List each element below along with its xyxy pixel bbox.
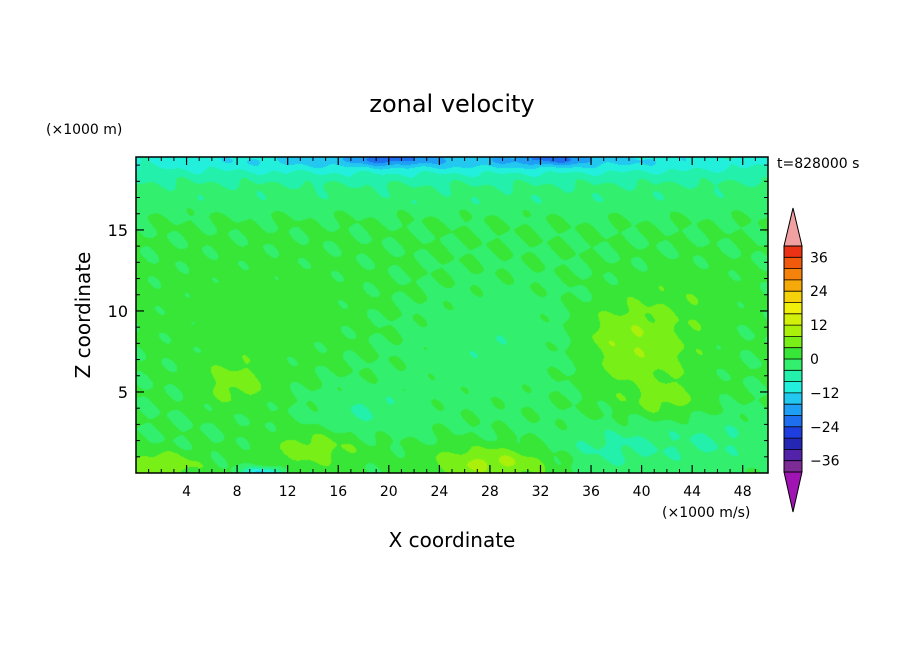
colorbar-swatch (784, 449, 802, 462)
x-tick-label: 28 (481, 484, 499, 500)
x-tick-label: 8 (233, 484, 242, 500)
y-axis-ticks: 5 10 15 (108, 164, 768, 458)
x-axis-label: X coordinate (389, 528, 516, 552)
colorbar-tick-label: 24 (810, 284, 828, 300)
x-tick-label: 32 (532, 484, 550, 500)
colorbar-swatch (784, 336, 802, 349)
y-tick-label: 15 (108, 221, 128, 240)
y-tick-label: 10 (108, 302, 128, 321)
colorbar-swatch (784, 325, 802, 337)
colorbar-swatch (784, 370, 802, 382)
heatmap-field (136, 157, 768, 473)
colorbar-tick-label: 0 (810, 352, 819, 368)
x-tick-label: 4 (182, 484, 191, 500)
colorbar-swatch (784, 313, 802, 326)
colorbar-tick-label: −24 (810, 420, 840, 436)
colorbar-swatch (784, 415, 802, 428)
colorbar-tick-label: 12 (810, 318, 828, 334)
colorbar: 36 24 12 0 −12 −24 −36 (783, 207, 840, 513)
colorbar-tick-label: −12 (810, 386, 840, 402)
colorbar-swatch (784, 347, 802, 360)
x-tick-label: 40 (633, 484, 651, 500)
x-tick-label: 48 (734, 484, 752, 500)
colorbar-swatch (784, 438, 802, 450)
x-tick-label: 24 (430, 484, 448, 500)
x-tick-label: 20 (380, 484, 398, 500)
chart-title: zonal velocity (369, 90, 534, 118)
colorbar-tick-label: 36 (810, 250, 828, 266)
colorbar-swatch (784, 268, 802, 281)
y-unit-label: (×1000 m) (46, 122, 122, 138)
colorbar-swatch (784, 460, 802, 473)
x-tick-label: 16 (329, 484, 347, 500)
colorbar-frame (783, 245, 803, 473)
colorbar-swatch (784, 359, 802, 371)
colorbar-tick-label: −36 (810, 454, 840, 470)
colorbar-swatch (784, 392, 802, 405)
x-tick-label: 12 (279, 484, 297, 500)
colorbar-swatch (784, 291, 802, 303)
time-label: t=828000 s (777, 156, 859, 172)
colorbar-swatch (784, 279, 802, 292)
colorbar-under-triangle (783, 471, 803, 513)
colorbar-swatch (784, 404, 802, 416)
colorbar-swatch (784, 257, 802, 269)
x-tick-label: 36 (582, 484, 600, 500)
colorbar-swatch (784, 302, 802, 315)
y-tick-label: 5 (118, 383, 128, 402)
colorbar-swatch (784, 426, 802, 439)
y-axis-label: Z coordinate (71, 252, 95, 379)
colorbar-swatch (784, 381, 802, 394)
colorbar-swatch (784, 246, 802, 258)
x-axis-ticks: 4 8 12 16 20 24 28 32 36 40 44 48 (148, 157, 756, 500)
colorbar-over-triangle (783, 207, 803, 247)
x-unit-label: (×1000 m/s) (662, 505, 750, 521)
x-tick-label: 44 (683, 484, 701, 500)
